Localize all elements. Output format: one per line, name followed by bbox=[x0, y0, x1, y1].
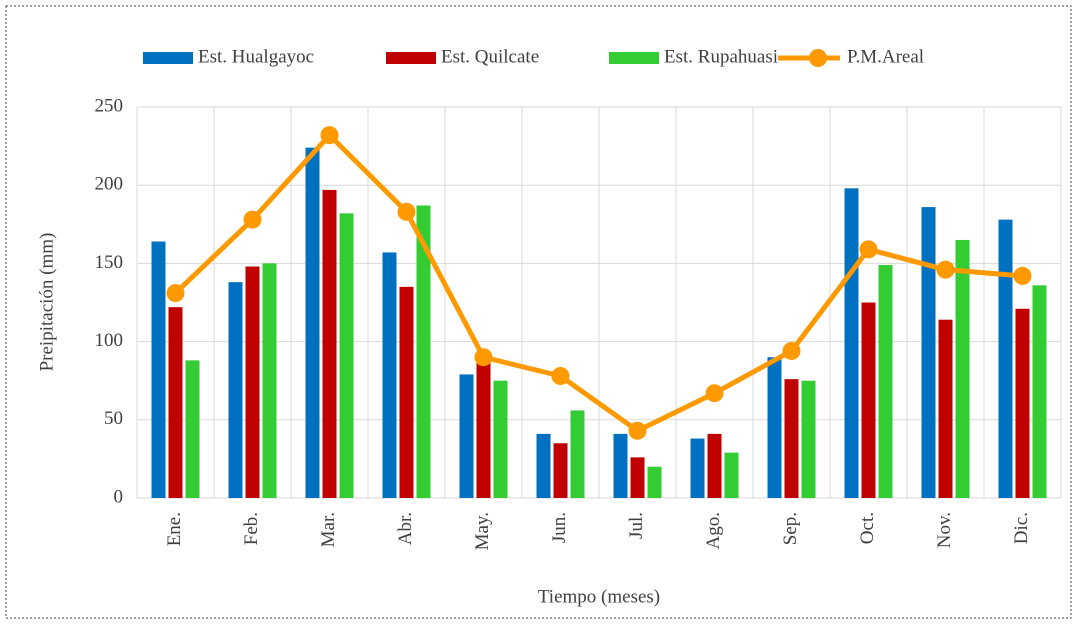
bar bbox=[998, 219, 1013, 498]
x-tick-label: Jun. bbox=[549, 512, 570, 543]
bar bbox=[399, 286, 414, 498]
bar bbox=[245, 266, 260, 498]
line-marker bbox=[782, 341, 801, 360]
line-marker bbox=[474, 348, 493, 367]
bar bbox=[493, 380, 508, 498]
bar bbox=[801, 380, 816, 498]
x-tick-label: Ago. bbox=[703, 512, 724, 549]
legend-label: Est. Rupahuasi bbox=[664, 46, 778, 67]
x-tick-label: Dic. bbox=[1011, 512, 1032, 544]
x-tick-label: Feb. bbox=[241, 512, 262, 545]
x-tick-label: Sep. bbox=[780, 512, 801, 545]
bar bbox=[536, 433, 551, 498]
line-marker bbox=[320, 126, 339, 145]
bar bbox=[878, 264, 893, 498]
y-tick-label: 200 bbox=[95, 174, 124, 195]
line-marker bbox=[936, 260, 955, 279]
bar bbox=[1032, 285, 1047, 498]
y-tick-label: 0 bbox=[114, 486, 124, 507]
bar bbox=[476, 360, 491, 498]
x-tick-label: Abr. bbox=[395, 512, 416, 545]
legend-label: Est. Hualgayoc bbox=[198, 46, 314, 67]
bar bbox=[844, 188, 859, 498]
bar bbox=[647, 466, 662, 498]
bar bbox=[553, 443, 568, 498]
bar bbox=[185, 360, 200, 498]
x-tick-label: Jul. bbox=[626, 512, 647, 539]
x-axis-label: Tiempo (meses) bbox=[538, 586, 660, 607]
x-tick-label: Ene. bbox=[164, 512, 185, 546]
line-marker bbox=[551, 367, 570, 386]
y-axis-label: Preipitación (mm) bbox=[36, 233, 57, 372]
line-marker bbox=[705, 384, 724, 403]
bar bbox=[724, 452, 739, 498]
bar bbox=[955, 239, 970, 498]
x-tick-label: Oct. bbox=[857, 512, 878, 544]
bar bbox=[228, 282, 243, 498]
bar bbox=[151, 241, 166, 498]
y-tick-label: 50 bbox=[104, 408, 123, 429]
bar bbox=[382, 252, 397, 498]
bar bbox=[168, 307, 183, 498]
bar bbox=[305, 147, 320, 498]
x-tick-label: Nov. bbox=[934, 512, 955, 548]
bar bbox=[322, 189, 337, 498]
bar bbox=[921, 207, 936, 498]
line-marker bbox=[1013, 266, 1032, 285]
bar bbox=[690, 438, 705, 498]
legend-swatch bbox=[809, 49, 827, 67]
y-tick-label: 150 bbox=[95, 252, 124, 273]
line-marker bbox=[397, 202, 416, 221]
line-marker bbox=[243, 210, 262, 229]
x-tick-label: Mar. bbox=[318, 512, 339, 547]
bar bbox=[416, 205, 431, 499]
chart-border bbox=[5, 5, 1072, 619]
bar bbox=[339, 213, 354, 499]
line-marker bbox=[859, 240, 878, 259]
legend-swatch bbox=[609, 52, 659, 64]
line-marker bbox=[628, 421, 647, 440]
bar bbox=[570, 410, 585, 498]
y-tick-label: 100 bbox=[95, 330, 124, 351]
line bbox=[173, 132, 1023, 434]
bar bbox=[1015, 308, 1030, 498]
legend-label: P.M.Areal bbox=[847, 46, 924, 67]
y-tick-label: 250 bbox=[95, 95, 124, 116]
bar bbox=[630, 457, 645, 498]
bar bbox=[784, 379, 799, 498]
legend-swatch bbox=[143, 52, 193, 64]
bar bbox=[767, 357, 782, 498]
line-marker bbox=[166, 284, 185, 303]
legend-label: Est. Quilcate bbox=[441, 46, 539, 67]
bar bbox=[613, 433, 628, 498]
bar bbox=[707, 433, 722, 498]
x-tick-label: May. bbox=[472, 512, 493, 550]
bar bbox=[861, 302, 876, 498]
legend-swatch bbox=[386, 52, 436, 64]
bar bbox=[262, 263, 277, 498]
bar bbox=[459, 374, 474, 498]
bar bbox=[938, 319, 953, 498]
